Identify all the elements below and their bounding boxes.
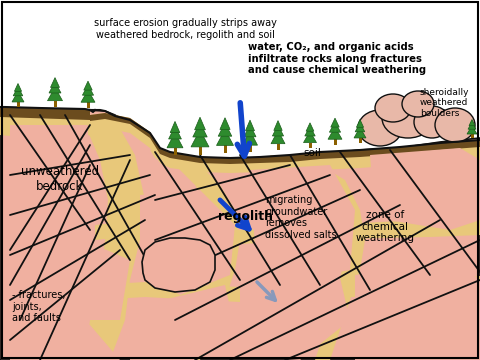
Polygon shape xyxy=(193,123,207,137)
Polygon shape xyxy=(95,218,480,244)
Polygon shape xyxy=(142,238,215,292)
Bar xyxy=(16,102,20,107)
Ellipse shape xyxy=(414,106,450,138)
Polygon shape xyxy=(356,120,364,127)
Ellipse shape xyxy=(358,110,402,146)
Polygon shape xyxy=(90,113,480,164)
Polygon shape xyxy=(274,121,282,130)
Ellipse shape xyxy=(375,94,411,122)
Polygon shape xyxy=(271,130,285,144)
Polygon shape xyxy=(81,90,95,102)
Polygon shape xyxy=(242,131,257,145)
Polygon shape xyxy=(240,278,350,360)
Polygon shape xyxy=(168,126,181,139)
Polygon shape xyxy=(150,150,240,360)
Bar xyxy=(334,139,336,145)
Polygon shape xyxy=(12,91,24,102)
Polygon shape xyxy=(83,85,94,95)
Polygon shape xyxy=(85,120,145,360)
Polygon shape xyxy=(10,125,88,240)
Text: unweathered
bedrock: unweathered bedrock xyxy=(21,165,99,193)
Polygon shape xyxy=(355,123,365,132)
Bar xyxy=(224,145,227,153)
Bar xyxy=(309,143,312,148)
Polygon shape xyxy=(10,325,120,360)
Polygon shape xyxy=(415,152,480,175)
Text: - fractures,
joints,
and faults: - fractures, joints, and faults xyxy=(12,290,65,323)
Polygon shape xyxy=(220,118,230,130)
Polygon shape xyxy=(0,110,90,140)
Polygon shape xyxy=(13,87,23,96)
Polygon shape xyxy=(218,123,232,136)
Polygon shape xyxy=(329,122,341,132)
Text: water, CO₂, and organic acids
infiltrate rocks along fractures
and cause chemica: water, CO₂, and organic acids infiltrate… xyxy=(248,42,426,75)
Polygon shape xyxy=(216,130,233,145)
Polygon shape xyxy=(140,190,235,295)
Polygon shape xyxy=(370,148,480,230)
Polygon shape xyxy=(245,120,254,131)
Polygon shape xyxy=(328,127,342,139)
Polygon shape xyxy=(95,276,480,302)
Bar xyxy=(359,138,361,143)
Text: surface erosion gradually strips away
weathered bedrock, regolith and soil: surface erosion gradually strips away we… xyxy=(94,18,276,40)
Bar xyxy=(53,101,57,107)
Polygon shape xyxy=(170,121,180,132)
Polygon shape xyxy=(270,155,365,360)
Polygon shape xyxy=(468,122,476,129)
Polygon shape xyxy=(167,132,183,148)
Polygon shape xyxy=(48,87,62,101)
Polygon shape xyxy=(469,120,475,126)
Ellipse shape xyxy=(435,108,475,142)
Polygon shape xyxy=(10,242,130,320)
Ellipse shape xyxy=(402,91,434,117)
Ellipse shape xyxy=(382,98,434,138)
Polygon shape xyxy=(14,84,22,91)
Text: migrating
groundwater
removes
dissolved salts: migrating groundwater removes dissolved … xyxy=(265,195,336,240)
Polygon shape xyxy=(303,131,316,143)
Bar xyxy=(86,102,89,108)
Polygon shape xyxy=(355,265,480,360)
Polygon shape xyxy=(50,78,60,87)
Polygon shape xyxy=(194,117,205,130)
Polygon shape xyxy=(331,118,339,127)
Polygon shape xyxy=(84,81,92,90)
Bar xyxy=(199,147,202,155)
Polygon shape xyxy=(191,130,209,147)
Bar xyxy=(249,145,252,152)
Polygon shape xyxy=(0,110,480,360)
Polygon shape xyxy=(467,126,477,134)
Polygon shape xyxy=(305,126,315,136)
Text: soil: soil xyxy=(303,148,321,158)
Bar xyxy=(276,144,279,150)
Bar xyxy=(173,148,177,155)
Polygon shape xyxy=(90,113,480,173)
Text: regolith: regolith xyxy=(218,210,273,223)
Polygon shape xyxy=(306,123,314,131)
Polygon shape xyxy=(0,107,90,120)
Polygon shape xyxy=(272,125,284,136)
Text: sheroidally
weathered
boulders: sheroidally weathered boulders xyxy=(420,88,469,118)
Polygon shape xyxy=(250,165,355,280)
Polygon shape xyxy=(244,125,256,137)
Polygon shape xyxy=(49,82,61,93)
Text: zone of
chemical
weathering: zone of chemical weathering xyxy=(356,210,415,243)
Polygon shape xyxy=(130,285,235,360)
Bar xyxy=(470,134,473,138)
Polygon shape xyxy=(354,127,366,138)
